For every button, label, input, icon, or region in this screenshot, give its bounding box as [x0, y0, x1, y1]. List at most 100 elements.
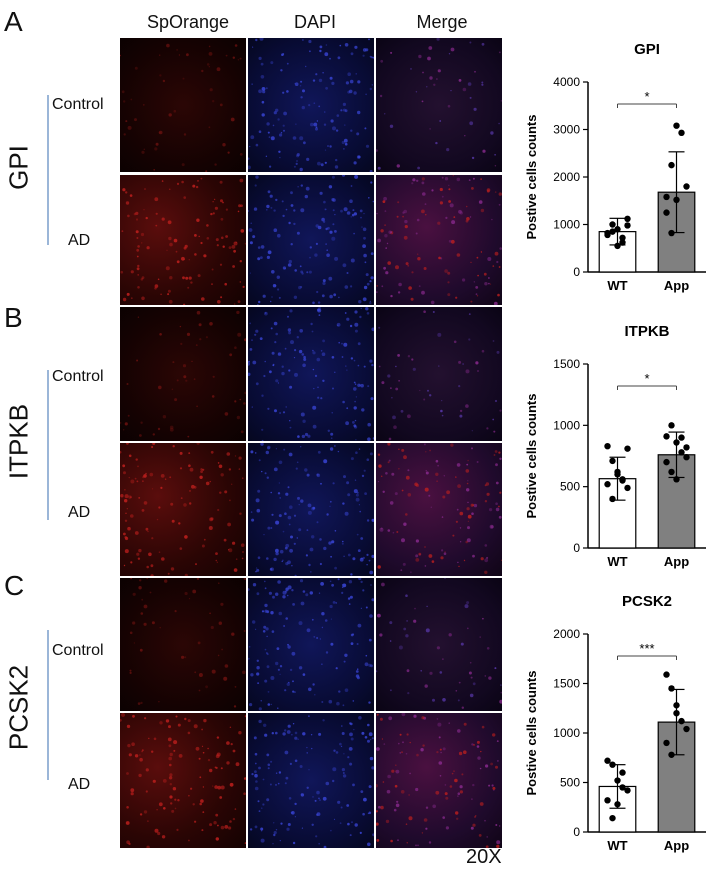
- y-axis-label: Postive cells counts: [524, 671, 539, 796]
- micrograph-merge-ad: [376, 713, 502, 848]
- column-header-sporange: SpOrange: [146, 12, 230, 32]
- micrograph-merge-control: [376, 38, 502, 172]
- data-point-wt: [619, 234, 626, 241]
- row-label-ad-a: AD: [68, 232, 91, 249]
- y-tick-label: 2000: [553, 170, 580, 184]
- data-point-wt: [614, 226, 621, 233]
- data-point-app: [668, 751, 675, 758]
- data-point-app: [673, 710, 680, 717]
- column-header-dapi: DAPI: [293, 12, 336, 32]
- micrograph-sporange-ad: [120, 175, 246, 305]
- y-tick-label: 4000: [553, 75, 580, 89]
- gene-label-gpi: GPI: [3, 145, 34, 190]
- y-tick-label: 1000: [553, 726, 580, 740]
- data-point-app: [673, 439, 680, 446]
- micrograph-dapi-ad: [248, 443, 374, 576]
- micrograph-sporange-control: [120, 307, 246, 441]
- micrograph-dapi-control: [248, 38, 374, 172]
- data-point-app: [683, 454, 690, 461]
- data-point-app: [663, 671, 670, 678]
- data-point-wt: [619, 784, 626, 791]
- panel-letter-a: A: [4, 6, 23, 37]
- significance-marker: *: [644, 89, 649, 104]
- panel-letter-c: C: [4, 570, 25, 601]
- data-point-app: [673, 476, 680, 483]
- micrograph-dapi-ad: [248, 713, 374, 848]
- data-point-app: [683, 183, 690, 190]
- micrograph-dapi-control: [248, 307, 374, 441]
- micrograph-merge-control: [376, 307, 502, 441]
- data-point-wt: [604, 442, 611, 450]
- gpi-bar-chart: GPI Postive cells counts 0 1000 2000 3000 4000…: [524, 41, 706, 293]
- pcsk2-bar-chart: PCSK2 Postive cells counts 0 500 1000 1500 200…: [524, 593, 706, 853]
- data-point-app: [668, 161, 675, 169]
- y-tick-label: 0: [573, 541, 580, 555]
- gene-label-itpkb: ITPKB: [3, 403, 34, 480]
- significance-marker: *: [644, 371, 649, 386]
- y-tick-label: 1500: [553, 677, 580, 691]
- micrograph-merge-ad: [376, 443, 502, 576]
- row-label-ad-c: AD: [68, 776, 91, 793]
- chart-title: GPI: [634, 41, 660, 58]
- data-point-wt: [614, 801, 621, 808]
- data-point-wt: [614, 777, 621, 784]
- data-point-wt: [614, 468, 621, 476]
- data-point-wt: [619, 477, 626, 484]
- y-tick-label: 500: [560, 776, 580, 790]
- data-point-app: [663, 433, 670, 440]
- y-tick-label: 1000: [553, 418, 580, 432]
- x-tick-label-wt: WT: [607, 278, 627, 293]
- data-point-wt: [624, 222, 631, 229]
- micrograph-sporange-ad: [120, 713, 246, 848]
- micrograph-sporange-control: [120, 38, 246, 172]
- data-point-app: [668, 229, 675, 237]
- data-point-app: [673, 122, 680, 129]
- y-tick-label: 0: [573, 265, 580, 279]
- data-point-wt: [604, 229, 611, 237]
- x-tick-label-app: App: [664, 838, 689, 853]
- row-label-control-a: Control: [52, 96, 104, 113]
- micrograph-sporange-ad: [120, 443, 246, 576]
- y-axis-label: Postive cells counts: [524, 394, 539, 519]
- micrograph-dapi-control: [248, 578, 374, 711]
- y-tick-label: 1000: [553, 218, 580, 232]
- data-point-wt: [624, 445, 631, 452]
- data-point-app: [683, 725, 690, 733]
- data-point-app: [678, 434, 685, 441]
- data-point-app: [673, 702, 680, 709]
- data-point-wt: [624, 787, 631, 794]
- x-tick-label-app: App: [664, 278, 689, 293]
- panel-letter-b: B: [4, 302, 23, 333]
- data-point-wt: [609, 495, 616, 503]
- significance-marker: ***: [639, 641, 654, 656]
- micrograph-merge-ad: [376, 175, 502, 305]
- gene-label-pcsk2: PCSK2: [3, 664, 34, 751]
- data-point-wt: [624, 215, 631, 222]
- data-point-wt: [609, 228, 616, 235]
- data-point-app: [663, 739, 670, 747]
- data-point-app: [668, 685, 675, 692]
- data-point-app: [673, 196, 680, 203]
- x-tick-label-app: App: [664, 554, 689, 569]
- data-point-wt: [609, 761, 616, 768]
- y-axis-label: Postive cells counts: [524, 115, 539, 240]
- data-point-app: [668, 422, 675, 429]
- data-point-wt: [624, 484, 631, 492]
- magnification-label: 20X: [466, 846, 502, 868]
- x-tick-label-wt: WT: [607, 554, 627, 569]
- data-point-app: [663, 209, 670, 216]
- micrograph-merge-control: [376, 578, 502, 711]
- data-point-wt: [609, 457, 616, 465]
- micrograph-dapi-ad: [248, 175, 374, 305]
- chart-title: PCSK2: [622, 593, 672, 610]
- panel-b-divider-line: [47, 370, 49, 520]
- row-label-ad-b: AD: [68, 504, 91, 521]
- data-point-app: [663, 193, 670, 201]
- data-point-wt: [604, 797, 611, 804]
- data-point-wt: [609, 814, 616, 822]
- data-point-app: [678, 449, 685, 456]
- data-point-app: [663, 458, 670, 466]
- data-point-app: [678, 717, 685, 725]
- data-point-app: [678, 129, 685, 137]
- row-label-control-c: Control: [52, 642, 104, 659]
